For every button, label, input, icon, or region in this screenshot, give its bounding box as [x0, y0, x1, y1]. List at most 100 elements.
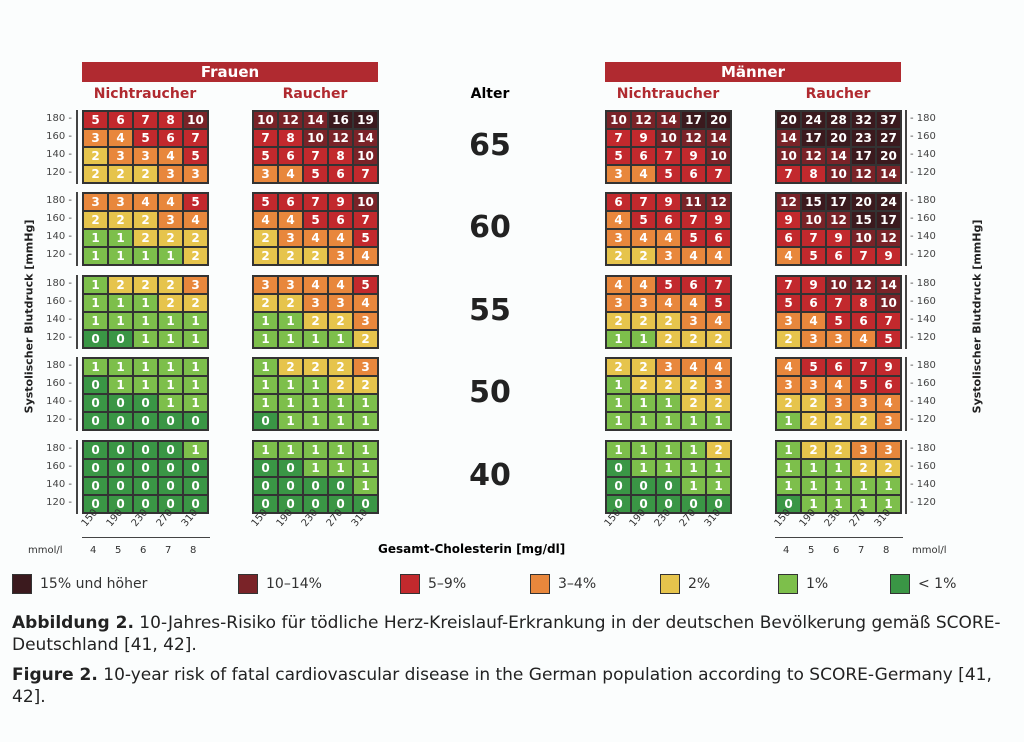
men-smoker-label: Raucher [805, 86, 871, 102]
risk-cell: 3 [681, 312, 706, 330]
risk-cell: 4 [606, 276, 631, 294]
risk-cell: 10 [826, 165, 851, 183]
risk-cell: 5 [303, 211, 328, 229]
risk-cell: 10 [776, 147, 801, 165]
risk-cell: 1 [801, 495, 826, 513]
risk-cell: 0 [278, 459, 303, 477]
risk-cell: 1 [826, 477, 851, 495]
risk-cell: 0 [328, 495, 353, 513]
risk-cell: 3 [108, 193, 133, 211]
risk-cell: 1 [108, 247, 133, 265]
legend-item: 1% [778, 574, 828, 594]
risk-cell: 6 [826, 358, 851, 376]
risk-cell: 10 [706, 147, 731, 165]
risk-cell: 12 [681, 129, 706, 147]
risk-cell: 3 [851, 441, 876, 459]
risk-cell: 0 [303, 495, 328, 513]
risk-cell: 1 [253, 376, 278, 394]
legend-swatch [400, 574, 420, 594]
risk-cell: 3 [801, 376, 826, 394]
risk-cell: 0 [83, 394, 108, 412]
risk-cell: 2 [706, 330, 731, 348]
risk-cell: 12 [631, 111, 656, 129]
risk-cell: 2 [278, 294, 303, 312]
legend-swatch [890, 574, 910, 594]
risk-cell: 0 [83, 376, 108, 394]
risk-cell: 2 [133, 211, 158, 229]
risk-cell: 3 [328, 247, 353, 265]
y-tick-left: 180 - [46, 195, 72, 206]
risk-cell: 20 [706, 111, 731, 129]
risk-cell: 5 [851, 376, 876, 394]
risk-cell: 1 [158, 376, 183, 394]
risk-cell: 14 [876, 276, 901, 294]
risk-cell: 4 [681, 358, 706, 376]
risk-cell: 2 [158, 276, 183, 294]
risk-cell: 6 [158, 129, 183, 147]
risk-cell: 4 [108, 129, 133, 147]
risk-cell: 0 [681, 495, 706, 513]
risk-cell: 1 [681, 477, 706, 495]
caption-english-text: 10-year risk of fatal cardiovascular dis… [12, 665, 992, 707]
risk-cell: 6 [278, 147, 303, 165]
grid-men_smoker-60: 12 15 17 20 24 9 10 12 15 17 6 7 9 10 12 4 5 6 7 9 [775, 192, 902, 266]
risk-cell: 1 [681, 459, 706, 477]
risk-cell: 5 [656, 276, 681, 294]
y-axis-label-left: Systolischer Blutdruck [mmHg] [22, 219, 36, 414]
risk-cell: 7 [851, 358, 876, 376]
risk-cell: 2 [631, 376, 656, 394]
x-axis-label: Gesamt-Cholesterin [mg/dl] [378, 542, 566, 556]
risk-cell: 17 [801, 129, 826, 147]
risk-cell: 5 [133, 129, 158, 147]
risk-cell: 16 [328, 111, 353, 129]
risk-cell: 1 [83, 247, 108, 265]
risk-cell: 7 [681, 211, 706, 229]
risk-cell: 4 [183, 211, 208, 229]
risk-cell: 9 [776, 211, 801, 229]
risk-cell: 5 [253, 193, 278, 211]
risk-cell: 2 [606, 358, 631, 376]
risk-cell: 1 [656, 459, 681, 477]
caption-english-label: Figure 2. [12, 665, 98, 685]
risk-cell: 23 [851, 129, 876, 147]
risk-cell: 1 [253, 312, 278, 330]
risk-cell: 0 [83, 330, 108, 348]
legend-swatch [238, 574, 258, 594]
risk-cell: 7 [706, 276, 731, 294]
y-tick-right: - 180 [910, 195, 936, 206]
risk-cell: 7 [706, 165, 731, 183]
risk-cell: 2 [83, 165, 108, 183]
grid-men_smoker-55: 7 9 10 12 14 5 6 7 8 10 3 4 5 6 7 2 3 3 4 5 [775, 275, 902, 349]
risk-cell: 1 [278, 312, 303, 330]
risk-cell: 6 [851, 312, 876, 330]
risk-cell: 10 [606, 111, 631, 129]
risk-cell: 3 [83, 193, 108, 211]
risk-cell: 14 [706, 129, 731, 147]
risk-cell: 0 [158, 495, 183, 513]
risk-cell: 17 [851, 147, 876, 165]
risk-cell: 12 [826, 211, 851, 229]
risk-cell: 3 [328, 294, 353, 312]
risk-cell: 2 [133, 276, 158, 294]
risk-cell: 0 [253, 495, 278, 513]
risk-cell: 1 [108, 312, 133, 330]
risk-cell: 4 [876, 394, 901, 412]
risk-cell: 0 [353, 495, 378, 513]
risk-cell: 0 [183, 412, 208, 430]
risk-cell: 0 [631, 477, 656, 495]
risk-cell: 4 [706, 247, 731, 265]
risk-cell: 1 [801, 477, 826, 495]
risk-cell: 1 [278, 376, 303, 394]
x-tick-mmol: 8 [883, 545, 890, 556]
risk-cell: 7 [801, 229, 826, 247]
risk-cell: 3 [656, 247, 681, 265]
age-label-60: 60 [469, 210, 511, 245]
risk-cell: 1 [303, 330, 328, 348]
y-tick-left: 160 - [46, 378, 72, 389]
risk-cell: 0 [706, 495, 731, 513]
risk-cell: 2 [278, 247, 303, 265]
risk-cell: 4 [303, 276, 328, 294]
risk-cell: 2 [253, 294, 278, 312]
